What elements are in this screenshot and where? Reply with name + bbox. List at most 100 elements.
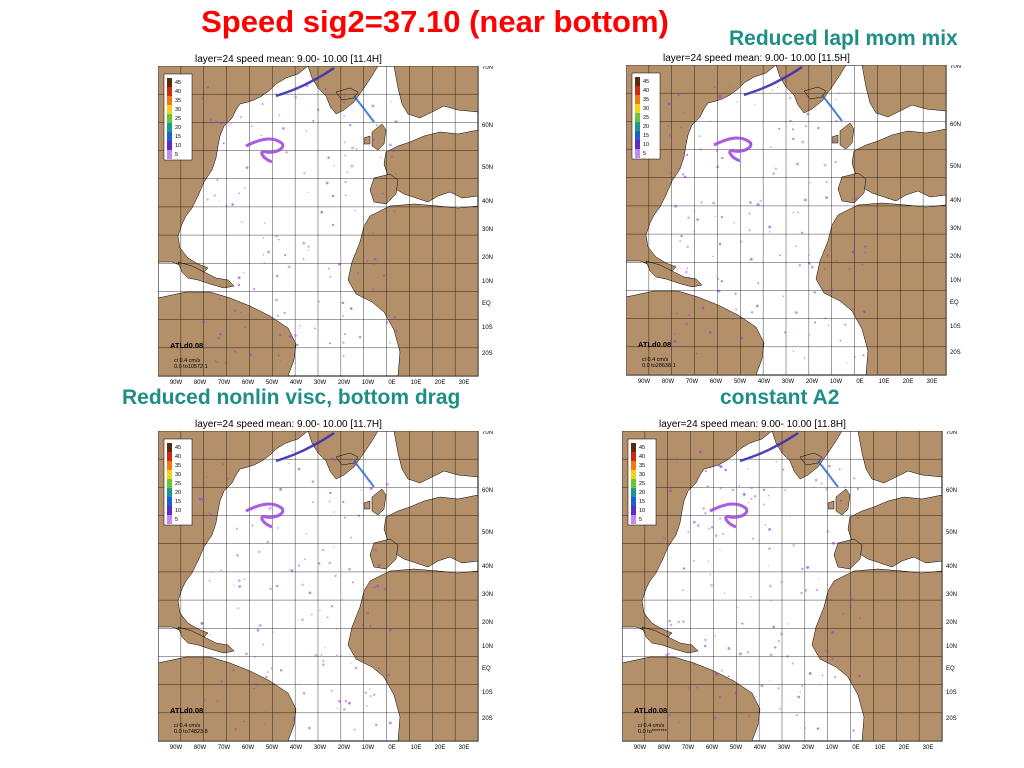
legend-swatch — [167, 96, 172, 105]
longitude-label: 50W — [266, 745, 279, 751]
land-mass — [393, 431, 479, 484]
legend-swatch — [167, 443, 172, 452]
latitude-label: EQ — [482, 301, 491, 307]
legend-swatch — [631, 497, 636, 506]
legend-label: 5 — [643, 151, 646, 157]
speed-map: 45 40 35 30 25 20 15 10 5 ATLd0.08 ci 0.4 cm/s0.0 … — [158, 431, 493, 751]
legend-label: 30 — [175, 472, 181, 478]
longitude-label: 80W — [662, 379, 675, 385]
land-mass — [811, 568, 943, 742]
land-mass — [861, 65, 947, 118]
legend-swatch — [167, 132, 172, 141]
latitude-label: EQ — [946, 666, 955, 672]
legend-label: 10 — [175, 143, 181, 149]
caption-bottom-right: constant A2 — [720, 386, 840, 409]
longitude-label: 30W — [782, 379, 795, 385]
legend-label: 10 — [639, 508, 645, 514]
legend-swatch — [635, 149, 640, 158]
longitude-label: 10W — [826, 745, 839, 751]
legend-swatch — [631, 443, 636, 452]
latitude-label: 20S — [482, 716, 493, 722]
longitude-label: 70W — [682, 745, 695, 751]
longitude-label: 90W — [170, 745, 183, 751]
longitude-label: 80W — [194, 380, 207, 386]
color-legend: 45 40 35 30 25 20 15 10 5 — [631, 72, 661, 160]
latitude-label: 10S — [946, 690, 957, 696]
longitude-label: 10E — [875, 745, 886, 751]
latitude-label: EQ — [950, 300, 959, 306]
ci-range-text: 0.0 to28638.1 — [642, 363, 676, 369]
legend-swatch — [167, 87, 172, 96]
legend-swatch — [635, 95, 640, 104]
legend-swatch — [631, 515, 636, 524]
land-mass — [371, 123, 387, 151]
latitude-label: 20S — [946, 716, 957, 722]
legend-label: 25 — [639, 481, 645, 487]
legend-swatch — [635, 140, 640, 149]
ci-range-text: 0.0 to******* — [638, 729, 668, 735]
longitude-label: 20E — [435, 380, 446, 386]
legend-swatch — [631, 479, 636, 488]
latitude-label: 60N — [482, 123, 493, 129]
land-mass — [363, 135, 371, 145]
longitude-label: 90W — [634, 745, 647, 751]
latitude-label: 50N — [946, 530, 957, 536]
legend-swatch — [167, 470, 172, 479]
legend-label: 45 — [639, 445, 645, 451]
model-label: ATLd0.08 — [634, 706, 667, 715]
longitude-label: 80W — [658, 745, 671, 751]
legend-swatch — [167, 488, 172, 497]
land-mass — [371, 488, 387, 516]
map-header: layer=24 speed mean: 9.00- 10.00 [11.7H] — [195, 419, 382, 430]
legend-label: 45 — [175, 445, 181, 451]
legend-swatch — [167, 150, 172, 159]
latitude-label: 10S — [482, 325, 493, 331]
legend-label: 40 — [643, 88, 649, 94]
map-header: layer=24 speed mean: 9.00- 10.00 [11.8H] — [659, 419, 846, 430]
latitude-label: 10S — [950, 324, 961, 330]
latitude-label: 60N — [946, 488, 957, 494]
latitude-label: 50N — [482, 530, 493, 536]
caption-bottom-left: Reduced nonlin visc, bottom drag — [122, 386, 461, 409]
longitude-label: 40W — [290, 380, 303, 386]
ci-text: ci 0.4 cm/s — [642, 357, 669, 363]
latitude-label: 30N — [482, 227, 493, 233]
latitude-label: 10N — [946, 644, 957, 650]
longitude-label: 40W — [758, 379, 771, 385]
legend-swatch — [631, 470, 636, 479]
legend-label: 15 — [175, 499, 181, 505]
legend-label: 20 — [175, 490, 181, 496]
legend-label: 15 — [643, 133, 649, 139]
longitude-label: 80W — [194, 745, 207, 751]
longitude-label: 50W — [730, 745, 743, 751]
longitude-label: 90W — [638, 379, 651, 385]
latitude-label: 40N — [482, 199, 493, 205]
gulf-stream-streak — [245, 502, 285, 529]
legend-label: 30 — [643, 106, 649, 112]
latitude-label: 50N — [482, 165, 493, 171]
color-legend: 45 40 35 30 25 20 15 10 5 — [163, 438, 193, 526]
model-label: ATLd0.08 — [170, 706, 203, 715]
legend-swatch — [635, 86, 640, 95]
gulf-stream-streak — [709, 502, 749, 529]
latitude-label: 50N — [950, 164, 961, 170]
legend-swatch — [635, 104, 640, 113]
legend-label: 15 — [175, 134, 181, 140]
legend-swatch — [635, 131, 640, 140]
legend-label: 15 — [639, 499, 645, 505]
map-panel: layer=24 speed mean: 9.00- 10.00 [11.4H]… — [158, 54, 498, 386]
land-mass — [158, 656, 297, 742]
land-mass — [835, 488, 851, 516]
latitude-label: 20N — [946, 620, 957, 626]
legend-label: 40 — [639, 454, 645, 460]
longitude-label: 60W — [242, 380, 255, 386]
latitude-label: 60N — [950, 122, 961, 128]
legend-label: 45 — [175, 80, 181, 86]
caption-top-right: Reduced lapl mom mix — [729, 27, 958, 50]
legend-label: 25 — [175, 116, 181, 122]
latitude-label: 70N — [482, 431, 493, 436]
longitude-label: 50W — [266, 380, 279, 386]
legend-swatch — [167, 461, 172, 470]
speed-map: 45 40 35 30 25 20 15 10 5 ATLd0.08 ci 0.4 cm/s0.0 … — [622, 431, 957, 751]
longitude-label: 20E — [899, 745, 910, 751]
